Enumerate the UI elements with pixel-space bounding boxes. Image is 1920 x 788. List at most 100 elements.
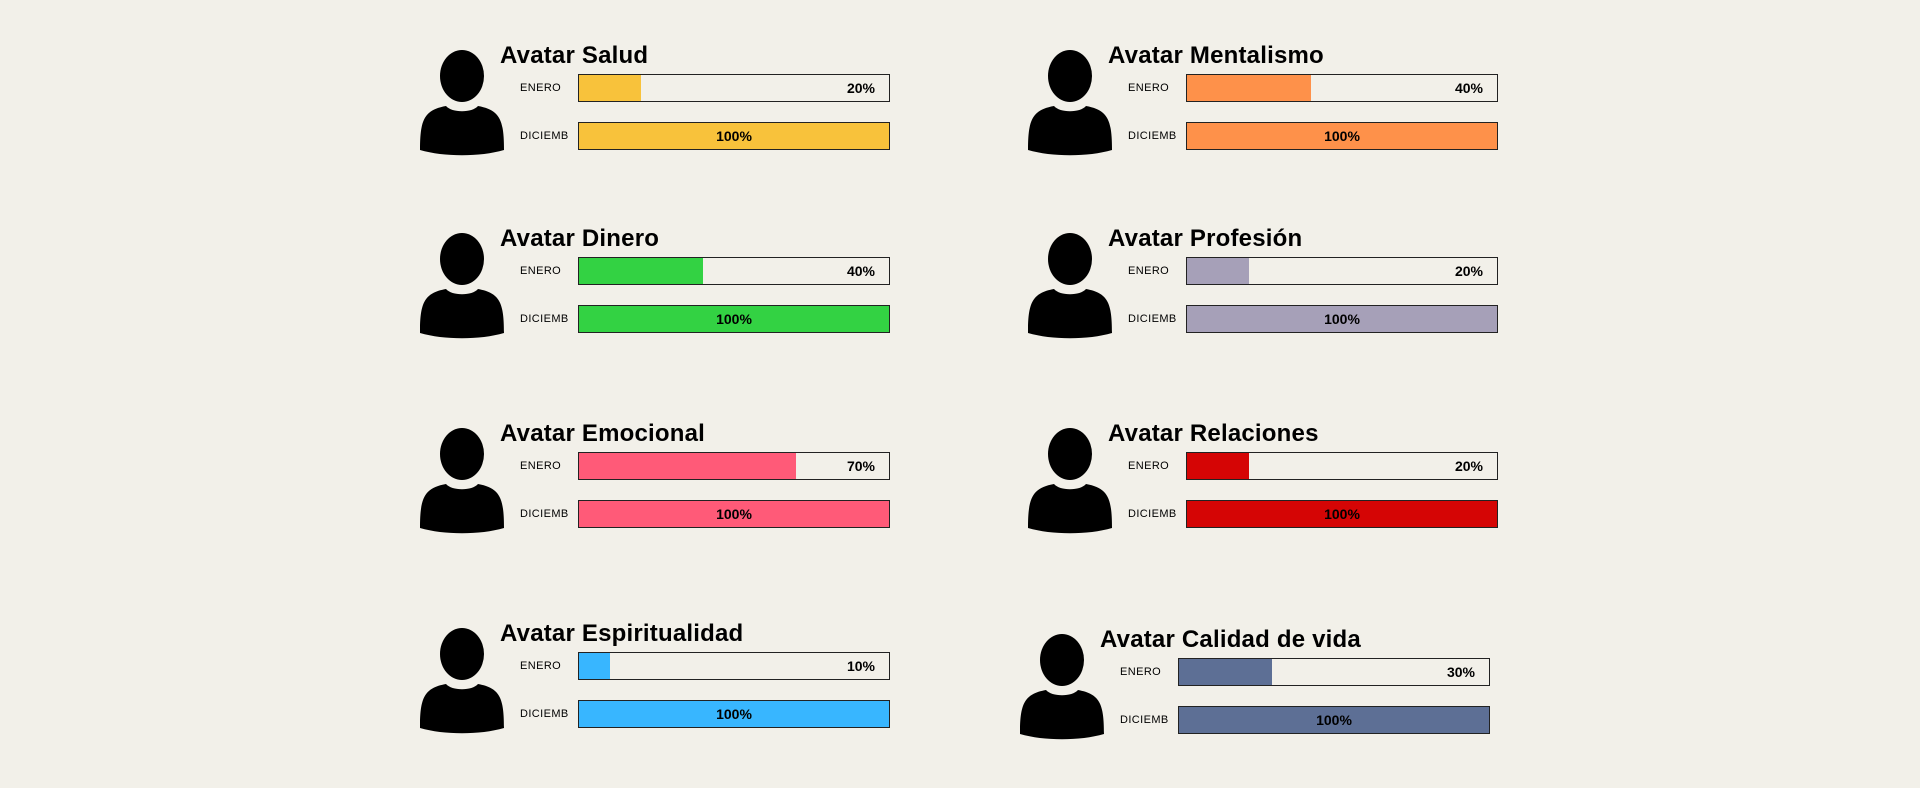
progress-bar: 100% xyxy=(1186,305,1498,333)
progress-fill xyxy=(1187,501,1497,527)
progress-value: 20% xyxy=(1454,458,1483,474)
progress-row-enero: ENERO 70% xyxy=(520,452,900,480)
person-silhouette-icon xyxy=(420,50,504,156)
progress-value: 70% xyxy=(846,458,875,474)
person-silhouette-icon xyxy=(420,628,504,734)
avatar-title: Avatar Dinero xyxy=(500,225,660,252)
progress-row-diciembre: DICIEMB 100% xyxy=(1128,122,1508,150)
progress-fill xyxy=(1179,707,1489,733)
avatar-card-emocional: Avatar Emocional ENERO 70% DICIEMB 100% xyxy=(420,420,900,534)
progress-bar: 40% xyxy=(1186,74,1498,102)
progress-bar: 100% xyxy=(578,500,890,528)
progress-row-diciembre: DICIEMB 100% xyxy=(520,500,900,528)
progress-row-diciembre: DICIEMB 100% xyxy=(1128,305,1508,333)
progress-value: 100% xyxy=(1324,128,1360,144)
avatar-card-relaciones: Avatar Relaciones ENERO 20% DICIEMB 100% xyxy=(1028,420,1508,534)
progress-fill xyxy=(579,453,796,479)
progress-value: 100% xyxy=(716,506,752,522)
progress-fill xyxy=(579,258,703,284)
progress-bar: 40% xyxy=(578,257,890,285)
progress-fill xyxy=(579,75,641,101)
progress-bar: 100% xyxy=(578,122,890,150)
progress-row-enero: ENERO 30% xyxy=(1120,658,1500,686)
progress-bar: 100% xyxy=(1178,706,1490,734)
person-silhouette-icon xyxy=(420,428,504,534)
progress-value: 40% xyxy=(1454,80,1483,96)
avatar-title: Avatar Emocional xyxy=(500,420,706,447)
progress-fill xyxy=(579,653,610,679)
progress-row-diciembre: DICIEMB 100% xyxy=(520,305,900,333)
progress-fill xyxy=(579,501,889,527)
month-label: DICIEMB xyxy=(520,708,569,720)
progress-bar: 10% xyxy=(578,652,890,680)
avatar-card-espiritualidad: Avatar Espiritualidad ENERO 10% DICIEMB 100% xyxy=(420,620,900,734)
progress-bar: 20% xyxy=(1186,452,1498,480)
progress-bar: 20% xyxy=(578,74,890,102)
month-label: ENERO xyxy=(1128,82,1170,94)
progress-value: 20% xyxy=(846,80,875,96)
avatar-title: Avatar Espiritualidad xyxy=(500,620,744,647)
progress-row-diciembre: DICIEMB 100% xyxy=(520,122,900,150)
progress-row-enero: ENERO 40% xyxy=(1128,74,1508,102)
progress-row-diciembre: DICIEMB 100% xyxy=(1128,500,1508,528)
progress-bar: 100% xyxy=(578,700,890,728)
progress-fill xyxy=(1187,306,1497,332)
month-label: ENERO xyxy=(520,460,562,472)
progress-value: 20% xyxy=(1454,263,1483,279)
progress-value: 100% xyxy=(1316,712,1352,728)
progress-bar: 30% xyxy=(1178,658,1490,686)
progress-value: 30% xyxy=(1446,664,1475,680)
person-silhouette-icon xyxy=(1028,233,1112,339)
avatar-card-mentalismo: Avatar Mentalismo ENERO 40% DICIEMB 100% xyxy=(1028,42,1508,156)
progress-row-diciembre: DICIEMB 100% xyxy=(1120,706,1500,734)
progress-value: 10% xyxy=(846,658,875,674)
progress-fill xyxy=(1187,123,1497,149)
month-label: ENERO xyxy=(1128,265,1170,277)
progress-fill xyxy=(1187,75,1311,101)
person-silhouette-icon xyxy=(420,233,504,339)
month-label: ENERO xyxy=(1128,460,1170,472)
progress-value: 40% xyxy=(846,263,875,279)
progress-bar: 70% xyxy=(578,452,890,480)
avatar-card-dinero: Avatar Dinero ENERO 40% DICIEMB 100% xyxy=(420,225,900,339)
month-label: DICIEMB xyxy=(1120,714,1169,726)
avatar-card-profesion: Avatar Profesión ENERO 20% DICIEMB 100% xyxy=(1028,225,1508,339)
progress-value: 100% xyxy=(1324,311,1360,327)
month-label: DICIEMB xyxy=(520,130,569,142)
progress-fill xyxy=(579,123,889,149)
progress-value: 100% xyxy=(1324,506,1360,522)
person-silhouette-icon xyxy=(1028,50,1112,156)
progress-bar: 100% xyxy=(1186,500,1498,528)
avatar-card-salud: Avatar Salud ENERO 20% DICIEMB 100% xyxy=(420,42,900,156)
progress-row-diciembre: DICIEMB 100% xyxy=(520,700,900,728)
progress-row-enero: ENERO 20% xyxy=(1128,257,1508,285)
person-silhouette-icon xyxy=(1028,428,1112,534)
month-label: ENERO xyxy=(1120,666,1162,678)
month-label: DICIEMB xyxy=(1128,508,1177,520)
avatar-title: Avatar Relaciones xyxy=(1108,420,1319,447)
progress-bar: 100% xyxy=(1186,122,1498,150)
progress-row-enero: ENERO 20% xyxy=(1128,452,1508,480)
month-label: DICIEMB xyxy=(520,508,569,520)
avatar-title: Avatar Salud xyxy=(500,42,649,69)
month-label: ENERO xyxy=(520,660,562,672)
progress-bar: 20% xyxy=(1186,257,1498,285)
avatar-title: Avatar Calidad de vida xyxy=(1100,626,1361,653)
progress-fill xyxy=(1179,659,1272,685)
progress-value: 100% xyxy=(716,706,752,722)
progress-row-enero: ENERO 20% xyxy=(520,74,900,102)
avatar-card-calidad-de-vida: Avatar Calidad de vida ENERO 30% DICIEMB 100… xyxy=(1020,626,1500,740)
progress-fill xyxy=(579,306,889,332)
month-label: DICIEMB xyxy=(520,313,569,325)
avatar-title: Avatar Mentalismo xyxy=(1108,42,1324,69)
person-silhouette-icon xyxy=(1020,634,1104,740)
progress-row-enero: ENERO 10% xyxy=(520,652,900,680)
avatar-title: Avatar Profesión xyxy=(1108,225,1303,252)
month-label: ENERO xyxy=(520,82,562,94)
progress-fill xyxy=(579,701,889,727)
progress-fill xyxy=(1187,258,1249,284)
month-label: ENERO xyxy=(520,265,562,277)
progress-row-enero: ENERO 40% xyxy=(520,257,900,285)
progress-bar: 100% xyxy=(578,305,890,333)
progress-value: 100% xyxy=(716,311,752,327)
